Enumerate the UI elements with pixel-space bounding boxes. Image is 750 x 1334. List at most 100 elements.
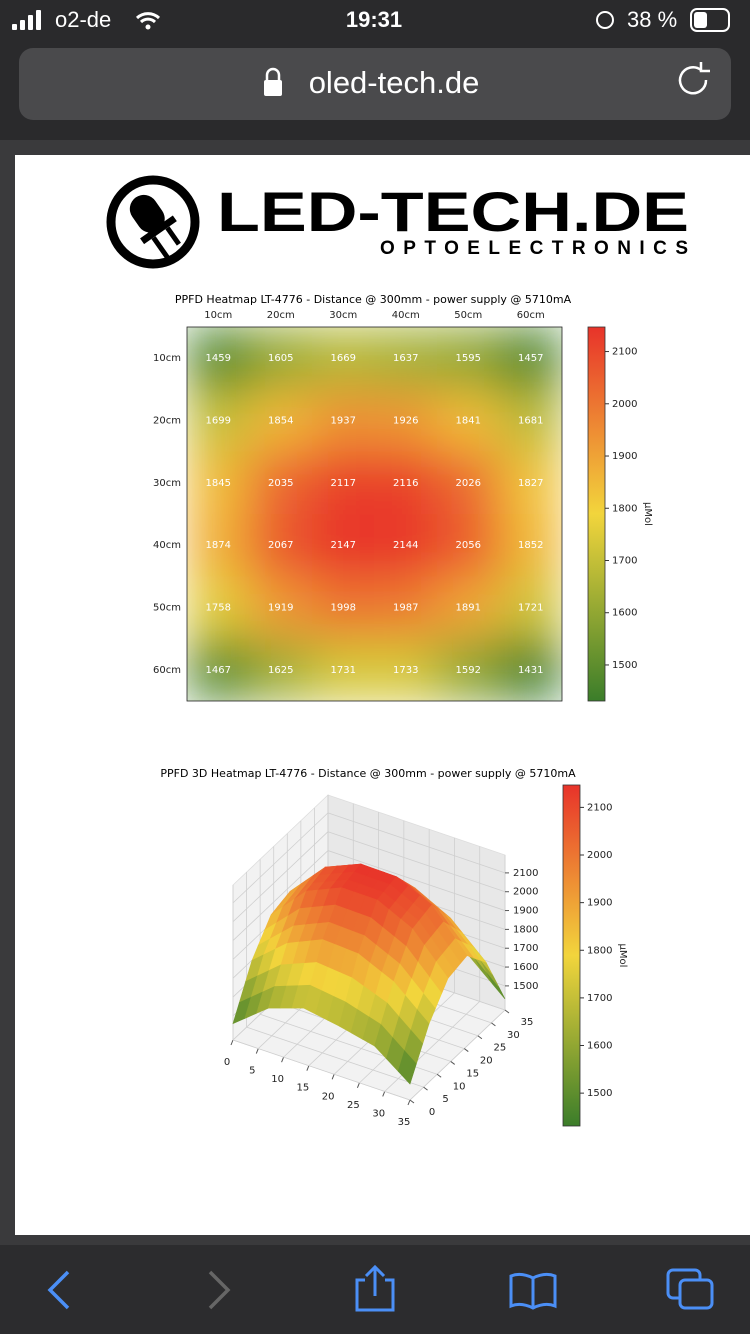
heatmap-cell bbox=[499, 389, 562, 453]
y-tick bbox=[436, 1073, 442, 1078]
heatmap-cell bbox=[312, 451, 375, 515]
value-label: 1998 bbox=[331, 603, 356, 614]
colorbar-tick-label: 1900 bbox=[587, 898, 612, 909]
y-tick bbox=[463, 1048, 469, 1052]
grid-line bbox=[327, 850, 506, 911]
wifi-dot bbox=[145, 24, 151, 30]
grid-line bbox=[232, 850, 329, 941]
value-label: 2117 bbox=[331, 478, 356, 489]
heatmap-cell bbox=[374, 389, 438, 453]
heatmap-cell bbox=[499, 638, 562, 701]
chart-title: PPFD Heatmap LT-4776 - Distance @ 300mm … bbox=[175, 293, 572, 306]
url-text[interactable]: oled-tech.de bbox=[309, 65, 480, 100]
heatmap-cell bbox=[374, 451, 438, 515]
logo-title: LED-TECH.DE bbox=[217, 180, 689, 243]
bookmarks-button[interactable] bbox=[509, 1272, 557, 1310]
x-tick bbox=[407, 1099, 411, 1106]
grid-line bbox=[232, 831, 329, 923]
colorbar-label: µMol bbox=[617, 944, 628, 968]
chart-title: PPFD 3D Heatmap LT-4776 - Distance @ 300… bbox=[160, 767, 576, 780]
x-tick-label: 20cm bbox=[267, 310, 295, 321]
y-tick-label: 5 bbox=[442, 1094, 448, 1105]
y-tick-label: 40cm bbox=[153, 540, 181, 551]
share-button[interactable] bbox=[355, 1264, 395, 1312]
heatmap-cell bbox=[437, 514, 500, 577]
value-label: 2035 bbox=[268, 478, 293, 489]
grid-line bbox=[327, 831, 506, 893]
y-tick-label: 20cm bbox=[153, 416, 181, 427]
y-tick-label: 50cm bbox=[153, 603, 181, 614]
value-label: 1987 bbox=[393, 603, 418, 614]
grid-line bbox=[232, 812, 329, 904]
value-label: 1937 bbox=[331, 416, 356, 427]
x-tick-label: 50cm bbox=[454, 310, 482, 321]
heatmap-cell bbox=[437, 389, 500, 453]
value-label: 1467 bbox=[206, 665, 231, 676]
carrier: o2-de bbox=[55, 7, 111, 32]
heatmap-cell bbox=[437, 451, 500, 515]
y-tick bbox=[491, 1022, 496, 1027]
x-tick-label: 5 bbox=[249, 1066, 255, 1077]
z-tick-label: 1500 bbox=[513, 981, 538, 992]
y-tick-label: 35 bbox=[521, 1017, 534, 1028]
y-tick-label: 10 bbox=[453, 1081, 466, 1092]
heatmap-cell bbox=[499, 451, 562, 515]
value-label: 1827 bbox=[518, 478, 543, 489]
forward-button[interactable] bbox=[208, 1270, 231, 1310]
value-label: 1595 bbox=[456, 353, 481, 364]
value-label: 1699 bbox=[206, 416, 231, 427]
heatmap-cell bbox=[312, 638, 375, 701]
reload-button[interactable] bbox=[678, 62, 710, 95]
colorbar-tick-label: 1500 bbox=[612, 660, 637, 671]
value-label: 1854 bbox=[268, 416, 293, 427]
colorbar-tick-label: 1600 bbox=[587, 1041, 612, 1052]
heatmap-cell bbox=[187, 389, 250, 453]
x-tick bbox=[382, 1091, 386, 1097]
heatmap-cell bbox=[437, 638, 500, 701]
value-label: 1625 bbox=[268, 665, 293, 676]
colorbar-tick-label: 1500 bbox=[587, 1088, 612, 1099]
value-label: 1919 bbox=[268, 603, 293, 614]
value-label: 2067 bbox=[268, 540, 293, 551]
url-bar[interactable] bbox=[19, 48, 731, 120]
battery-icon bbox=[690, 8, 730, 32]
colorbar-tick-label: 1600 bbox=[612, 608, 637, 619]
x-tick-label: 20 bbox=[322, 1091, 335, 1102]
x-tick bbox=[255, 1048, 259, 1054]
y-tick-label: 30cm bbox=[153, 478, 181, 489]
heatmap-cell bbox=[249, 389, 313, 453]
battery-level bbox=[694, 12, 707, 28]
colorbar-tick-label: 1800 bbox=[612, 503, 637, 514]
grid-line bbox=[409, 1009, 506, 1101]
x-tick-label: 30cm bbox=[329, 310, 357, 321]
x-tick-label: 40cm bbox=[392, 310, 420, 321]
y-tick-label: 25 bbox=[493, 1043, 506, 1054]
x-tick bbox=[281, 1056, 285, 1063]
value-label: 1605 bbox=[268, 353, 293, 364]
value-label: 2026 bbox=[456, 478, 481, 489]
back-button[interactable] bbox=[47, 1270, 70, 1310]
value-label: 1852 bbox=[518, 540, 543, 551]
y-tick-label: 10cm bbox=[153, 353, 181, 364]
x-tick bbox=[331, 1074, 335, 1080]
value-label: 1733 bbox=[393, 665, 418, 676]
grid-line bbox=[246, 1026, 424, 1088]
y-tick bbox=[477, 1035, 483, 1040]
colorbar-tick-label: 2100 bbox=[587, 802, 612, 813]
heatmap-cell bbox=[249, 451, 313, 515]
y-tick-label: 30 bbox=[507, 1030, 520, 1041]
heatmap-cell bbox=[374, 576, 438, 640]
x-tick-label: 10cm bbox=[204, 310, 232, 321]
y-tick bbox=[450, 1061, 456, 1065]
x-tick-label: 35 bbox=[398, 1117, 411, 1128]
tabs-button[interactable] bbox=[666, 1268, 714, 1310]
surface-patch bbox=[397, 1050, 417, 1085]
y-tick-label: 60cm bbox=[153, 665, 181, 676]
colorbar-tick-label: 1800 bbox=[587, 945, 612, 956]
x-tick-label: 10 bbox=[271, 1074, 284, 1085]
x-tick-label: 30 bbox=[372, 1108, 385, 1119]
value-label: 2116 bbox=[393, 478, 418, 489]
y-tick bbox=[504, 1009, 510, 1014]
value-label: 1637 bbox=[393, 353, 418, 364]
heatmap-cell bbox=[187, 576, 250, 640]
